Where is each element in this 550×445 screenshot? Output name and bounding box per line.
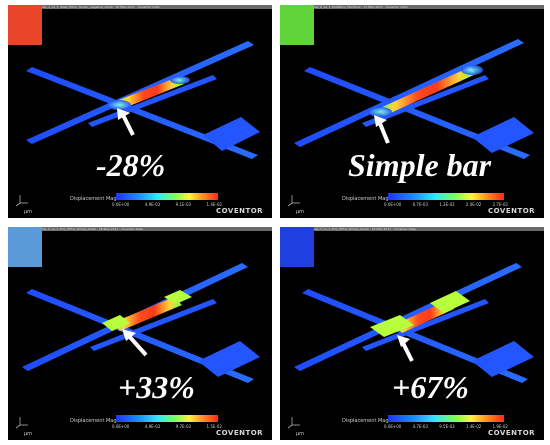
mems-structure-render [294,39,534,159]
color-swatch [280,5,314,45]
coventor-logo: COVENTOR [488,429,536,437]
pointer-arrow-shaft [126,333,148,357]
axis-triad-icon [16,195,28,207]
junction-glow [170,76,190,84]
anchor-pad [198,341,260,377]
pointer-arrow-head [122,329,136,341]
axis-triad-icon [288,195,300,207]
panel-title: lap_5_ve_1_Exp_fillms_Tempo_Gpale · 16 M… [314,227,416,231]
scale-ticks: 0.0E+00 4.9E-03 9.7E-03 1.5E-02 [112,424,222,429]
axis-triad-icon [16,417,28,429]
coventor-logo: COVENTOR [216,429,264,437]
center-bar [378,67,476,116]
panel-titlebar [280,227,544,231]
simulation-panel-4: lap_5_ve_1_Exp_fillms_Tempo_Gpale · 16 M… [280,227,544,440]
mems-structure-render [294,263,534,383]
anchor-pad [472,117,534,153]
percent-caption: -28% [96,147,166,183]
color-scale-bar [116,415,218,422]
cross-beam [26,289,254,383]
lower-beam [362,299,489,351]
color-scale-bar [388,193,504,200]
scale-ticks: 0.0E+00 4.7E-03 9.5E-03 1.4E-02 1.9E-02 [384,424,508,429]
lower-beam [90,299,217,351]
color-scale-bar [116,193,218,200]
color-swatch [8,5,42,45]
cross-beam [26,67,258,159]
simulation-panel-3: lap_6_ve_1_Exp_fillms_Tempo_small · 16 M… [8,227,272,440]
panel-title: lap_1_ve_1_deep_fillms_Tempo_negative_sm… [42,5,160,9]
lower-beam [362,75,489,127]
junction-pad [370,315,414,337]
junction-pad [430,291,470,313]
coventor-logo: COVENTOR [488,207,536,215]
panel-titlebar [8,227,272,231]
scale-label: Displacement Mag. [342,196,391,202]
percent-caption: Simple bar [348,147,492,183]
color-scale-bar [388,415,504,422]
scale-ticks: 0.0E+00 4.9E-03 9.1E-03 1.4E-02 [112,202,222,207]
axis-unit: µm [296,209,305,215]
scale-label: Displacement Mag. [70,418,119,424]
color-swatch [280,227,314,267]
percent-caption: +67% [392,369,469,405]
pointer-arrow-shaft [120,112,135,136]
color-swatch [8,227,42,267]
axis-unit: µm [24,209,33,215]
simulation-panel-1: lap_1_ve_1_deep_fillms_Tempo_negative_sm… [8,5,272,218]
pointer-arrow-shaft [377,120,390,144]
junction-pad [102,315,130,331]
panel-titlebar [280,5,544,9]
junction-pad [164,290,192,304]
anchor-pad [203,117,260,151]
anchor-pad [472,341,534,377]
center-bar [116,77,184,109]
coventor-logo: COVENTOR [216,207,264,215]
panel-titlebar [8,5,272,9]
junction-glow [368,107,392,117]
scale-label: Displacement Mag. [342,418,391,424]
cross-beam [302,289,528,383]
pointer-arrow-head [374,115,387,127]
panel-title: lap_6_ve_1_Exp_fillms_Tempo_small · 16 M… [42,227,144,231]
axis-unit: µm [296,431,305,437]
scale-label: Displacement Mag. [70,196,119,202]
cross-beam [304,67,530,159]
axis-unit: µm [24,431,33,437]
diagonal-beam [294,263,522,371]
percent-caption: +33% [118,369,195,405]
junction-glow [461,65,483,75]
simulation-panel-2: lap_6_ve_1_Expfillms_Filmfilms · 17 May … [280,5,544,218]
axis-triad-icon [288,417,300,429]
panel-title: lap_6_ve_1_Expfillms_Filmfilms · 17 May … [314,5,408,9]
pointer-arrow-head [397,335,410,347]
scale-ticks: 0.0E+00 6.7E-03 1.3E-02 2.0E-02 2.7E-02 [384,202,508,207]
mems-structure-render [26,41,260,159]
pointer-arrow-head [117,108,130,120]
center-bar [112,297,182,331]
mems-structure-render [22,263,260,383]
junction-glow [107,100,131,110]
